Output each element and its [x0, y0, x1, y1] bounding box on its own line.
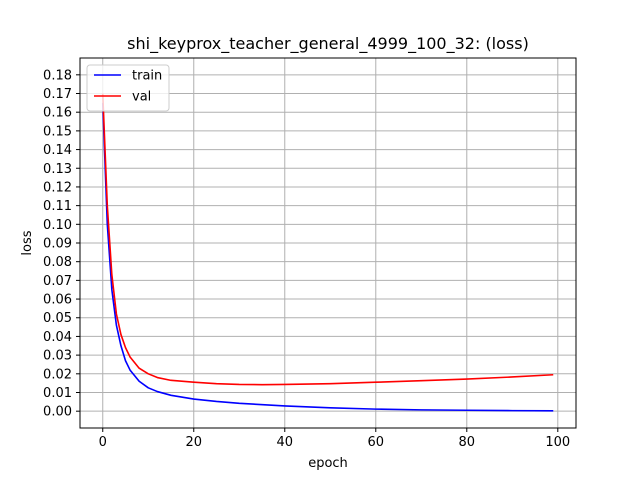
x-axis-title: epoch — [308, 456, 348, 471]
x-tick-label: 20 — [185, 435, 202, 450]
y-tick-label: 0.14 — [43, 143, 72, 158]
x-axis-ticks: 0 20 40 60 80 100 — [99, 428, 570, 450]
series-lines — [101, 93, 554, 412]
y-tick-label: 0.05 — [43, 311, 72, 326]
x-tick-label: 40 — [276, 435, 293, 450]
y-tick-label: 0.15 — [43, 124, 72, 139]
y-axis-ticks: 0.00 0.01 0.02 0.03 0.04 0.05 0.06 0.07 0.08 0.09… — [43, 68, 80, 420]
y-tick-label: 0.11 — [43, 199, 72, 214]
x-tick-label: 100 — [545, 435, 570, 450]
y-tick-label: 0.04 — [43, 330, 72, 345]
legend-label-train: train — [132, 69, 162, 84]
y-tick-label: 0.01 — [43, 386, 72, 401]
y-tick-label: 0.18 — [43, 68, 72, 83]
y-tick-label: 0.17 — [43, 87, 72, 102]
y-tick-label: 0.06 — [43, 293, 72, 308]
x-tick-label: 80 — [459, 435, 476, 450]
y-tick-label: 0.02 — [43, 367, 72, 382]
y-tick-label: 0.03 — [43, 349, 72, 364]
series-line-val — [101, 93, 554, 386]
y-tick-label: 0.00 — [43, 405, 72, 420]
grid — [80, 58, 576, 428]
legend-label-val: val — [132, 90, 151, 105]
chart-title: shi_keyprox_teacher_general_4999_100_32:… — [127, 34, 529, 54]
legend-box — [86, 64, 170, 112]
y-tick-label: 0.07 — [43, 274, 72, 289]
y-tick-label: 0.08 — [43, 255, 72, 270]
y-tick-label: 0.13 — [43, 162, 72, 177]
y-tick-label: 0.12 — [43, 180, 72, 195]
x-tick-label: 60 — [368, 435, 385, 450]
legend: train val — [86, 64, 170, 112]
series-line-train — [101, 102, 554, 412]
y-tick-label: 0.10 — [43, 218, 72, 233]
x-tick-label: 0 — [99, 435, 107, 450]
y-tick-label: 0.16 — [43, 106, 72, 121]
y-tick-label: 0.09 — [43, 237, 72, 252]
y-axis-title: loss — [20, 230, 35, 255]
